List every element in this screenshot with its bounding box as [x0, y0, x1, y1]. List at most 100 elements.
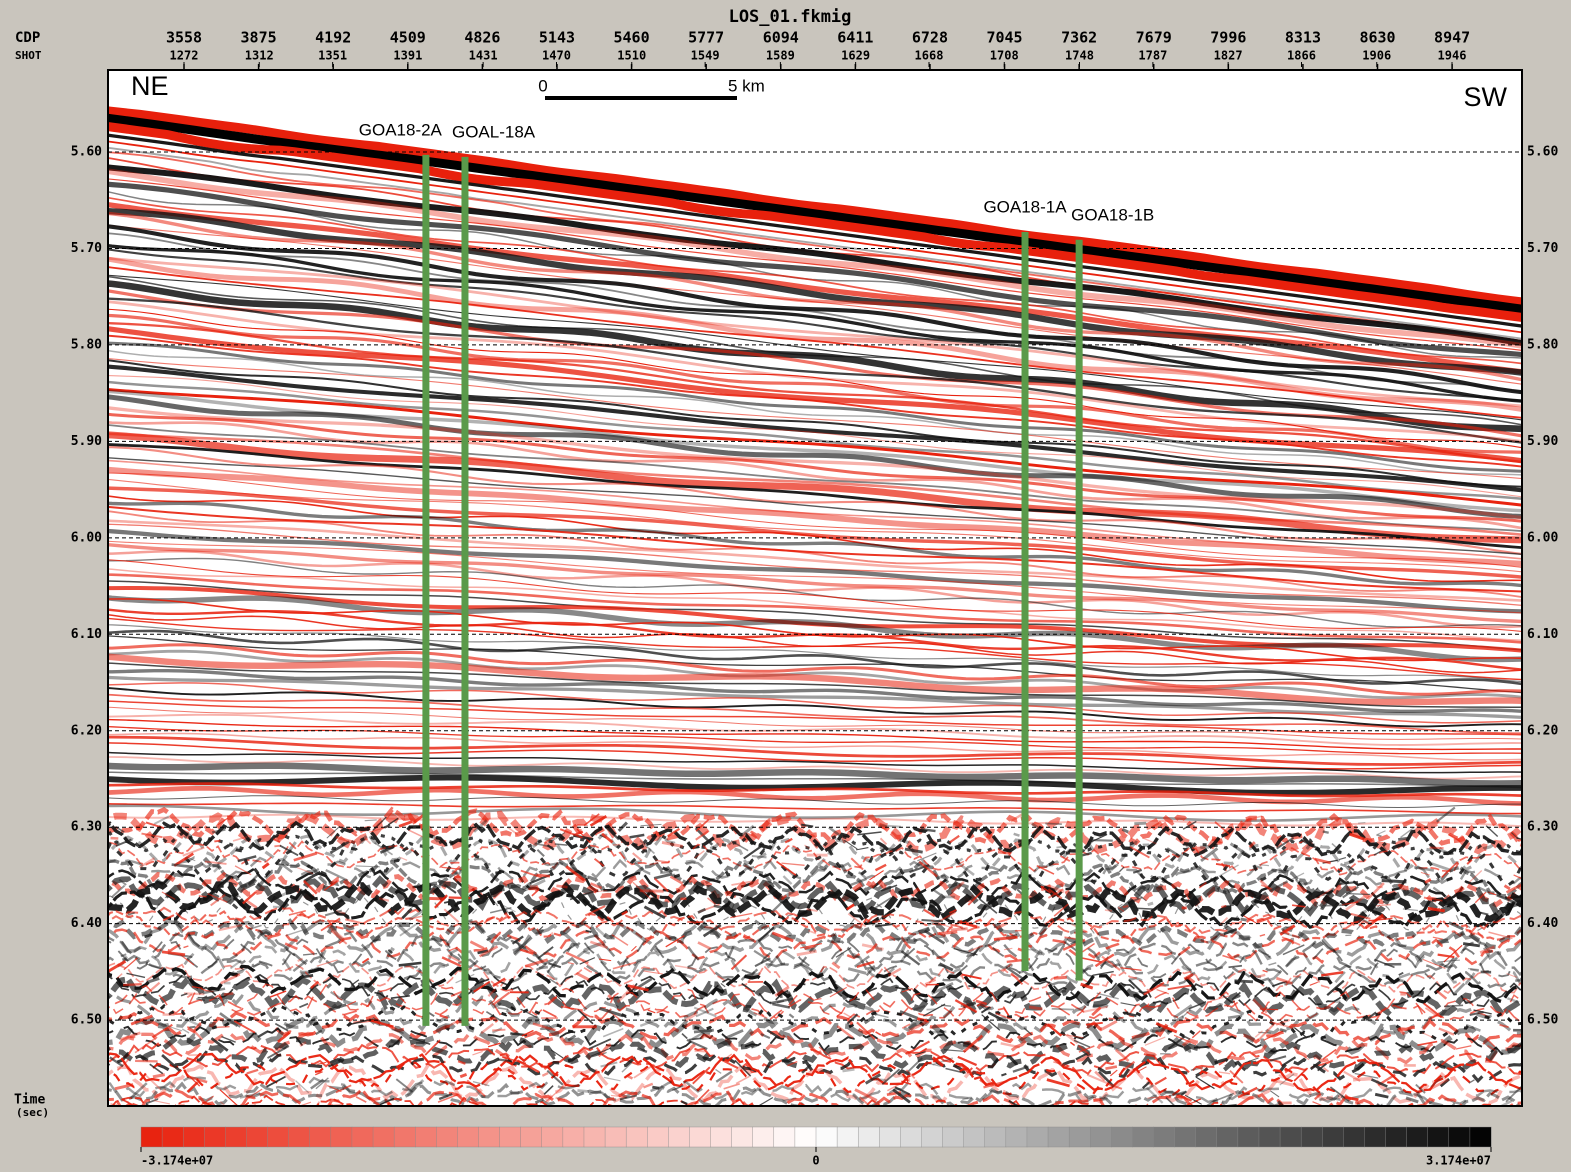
noise — [1280, 1029, 1286, 1031]
y-tick-label-right: 6.00 — [1527, 530, 1558, 545]
noise — [1366, 1109, 1386, 1119]
x-tick-label: 5143 — [539, 29, 575, 47]
x2-tick-label: 1668 — [915, 49, 944, 63]
x2-tick-label: 1431 — [469, 49, 498, 63]
noise — [1105, 910, 1112, 911]
colorbar-cell — [1301, 1127, 1322, 1147]
colorbar-tick-label: 0 — [812, 1154, 819, 1168]
x-tick-label: 4826 — [464, 29, 500, 47]
x-tick-label: 8313 — [1285, 29, 1321, 47]
x2-axis-label: SHOT — [15, 49, 42, 62]
x2-tick-label: 1866 — [1287, 49, 1316, 63]
x-tick-label: 5460 — [614, 29, 650, 47]
colorbar-cell — [964, 1127, 985, 1147]
x2-tick-label: 1748 — [1065, 49, 1094, 63]
y-tick-label: 6.50 — [71, 1013, 102, 1028]
colorbar-cell — [1407, 1127, 1428, 1147]
noise — [189, 1027, 195, 1028]
direction-right: SW — [1464, 82, 1508, 112]
noise — [694, 1030, 714, 1032]
colorbar-cell — [1069, 1127, 1090, 1147]
x2-tick-label: 1470 — [542, 49, 571, 63]
y-tick-label: 5.90 — [71, 434, 102, 449]
colorbar-cell — [1132, 1127, 1153, 1147]
noise — [1148, 903, 1153, 905]
y-tick-label: 6.40 — [71, 916, 102, 931]
x-tick-label: 7996 — [1210, 29, 1246, 47]
x-tick-label: 4192 — [315, 29, 351, 47]
y-tick-label: 5.60 — [71, 144, 102, 159]
noise — [1358, 823, 1365, 824]
colorbar-cell — [183, 1127, 204, 1147]
colorbar-cell — [753, 1127, 774, 1147]
noise — [1054, 977, 1067, 978]
noise — [556, 886, 567, 887]
noise — [1241, 919, 1247, 920]
colorbar-cell — [521, 1127, 542, 1147]
well-label: GOA18-2A — [359, 120, 443, 139]
noise — [1349, 894, 1370, 895]
x-tick-label: 7045 — [986, 29, 1022, 47]
colorbar-cell — [816, 1127, 837, 1147]
x2-tick-label: 1351 — [318, 49, 347, 63]
noise — [1206, 942, 1212, 943]
noise — [1357, 937, 1363, 938]
noise — [1029, 1007, 1042, 1009]
noise — [539, 967, 548, 968]
colorbar-cell — [479, 1127, 500, 1147]
x-tick-label: 6411 — [837, 29, 873, 47]
colorbar-cell — [1386, 1127, 1407, 1147]
x-tick-label: 7362 — [1061, 29, 1097, 47]
y-tick-label-right: 6.40 — [1527, 916, 1558, 931]
noise — [842, 1069, 854, 1071]
colorbar-cell — [1428, 1127, 1449, 1147]
x2-tick-label: 1708 — [990, 49, 1019, 63]
colorbar-cell — [415, 1127, 436, 1147]
colorbar-cell — [1470, 1127, 1491, 1147]
noise — [1123, 906, 1128, 907]
colorbar-cell — [225, 1127, 246, 1147]
noise — [365, 820, 377, 821]
colorbar-cell — [162, 1127, 183, 1147]
colorbar-cell — [1259, 1127, 1280, 1147]
noise — [135, 1061, 157, 1062]
colorbar-cell — [1322, 1127, 1343, 1147]
colorbar: -3.174e+0703.174e+07 — [141, 1127, 1491, 1168]
noise — [384, 1099, 393, 1100]
colorbar-cell — [331, 1127, 352, 1147]
x-axis-label: CDP — [15, 30, 40, 46]
colorbar-cell — [689, 1127, 710, 1147]
colorbar-cell — [1154, 1127, 1175, 1147]
scale-bar-start: 0 — [538, 76, 547, 95]
colorbar-cell — [394, 1127, 415, 1147]
y-tick-label: 6.00 — [71, 530, 102, 545]
colorbar-cell — [732, 1127, 753, 1147]
colorbar-cell — [774, 1127, 795, 1147]
colorbar-cell — [457, 1127, 478, 1147]
colorbar-cell — [858, 1127, 879, 1147]
colorbar-cell — [1217, 1127, 1238, 1147]
noise — [998, 852, 1011, 854]
colorbar-cell — [626, 1127, 647, 1147]
colorbar-cell — [1343, 1127, 1364, 1147]
noise — [752, 856, 767, 857]
x-tick-label: 8947 — [1434, 29, 1470, 47]
noise — [577, 825, 587, 826]
well-label: GOAL-18A — [452, 122, 536, 141]
y-tick-label-right: 6.20 — [1527, 723, 1558, 738]
colorbar-cell — [1006, 1127, 1027, 1147]
colorbar-cell — [141, 1127, 162, 1147]
y-tick-label-right: 6.50 — [1527, 1013, 1558, 1028]
y-tick-label: 6.10 — [71, 627, 102, 642]
x2-tick-label: 1312 — [245, 49, 274, 63]
colorbar-cell — [204, 1127, 225, 1147]
noise — [751, 1045, 757, 1047]
noise — [301, 1061, 308, 1062]
colorbar-cell — [268, 1127, 289, 1147]
noise — [1398, 838, 1408, 839]
colorbar-cell — [711, 1127, 732, 1147]
y-axis-unit: (sec) — [16, 1106, 49, 1119]
noise — [876, 1079, 886, 1080]
x2-tick-label: 1629 — [841, 49, 870, 63]
colorbar-tick-label: 3.174e+07 — [1426, 1154, 1491, 1168]
